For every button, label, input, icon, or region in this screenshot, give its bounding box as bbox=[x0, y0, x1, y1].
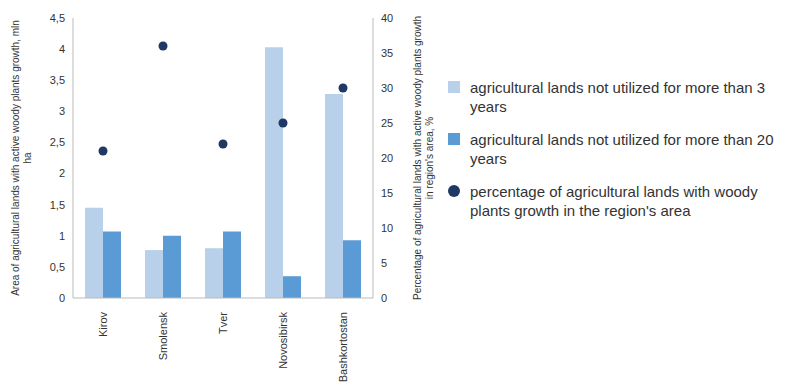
svg-text:30: 30 bbox=[381, 82, 393, 94]
html-text:Area of agricultural lands wit: Area of agricultural lands with active w… bbox=[10, 20, 33, 296]
svg-text:2,5: 2,5 bbox=[50, 136, 65, 148]
svg-text:10: 10 bbox=[381, 222, 393, 234]
svg-text:20: 20 bbox=[381, 152, 393, 164]
svg-text:3: 3 bbox=[59, 105, 65, 117]
svg-text:40: 40 bbox=[381, 12, 393, 24]
svg-text:0: 0 bbox=[381, 292, 387, 304]
svg-text:5: 5 bbox=[381, 257, 387, 269]
html-text:agricultural lands not utilize: agricultural lands not utilized for more… bbox=[470, 79, 766, 115]
svg-text:Bashkortostan: Bashkortostan bbox=[337, 312, 349, 382]
svg-text:Kirov: Kirov bbox=[97, 312, 109, 338]
svg-text:0: 0 bbox=[59, 292, 65, 304]
svg-text:2: 2 bbox=[59, 167, 65, 179]
svg-text:3,5: 3,5 bbox=[50, 74, 65, 86]
svg-text:4,5: 4,5 bbox=[50, 12, 65, 24]
html-text:Percentage of agricultural lan: Percentage of agricultural lands with ac… bbox=[412, 16, 435, 300]
svg-text:35: 35 bbox=[381, 47, 393, 59]
svg-text:Smolensk: Smolensk bbox=[157, 312, 169, 361]
svg-text:1: 1 bbox=[59, 230, 65, 242]
html-text:percentage of agricultural lan: percentage of agricultural lands with wo… bbox=[470, 183, 758, 219]
svg-text:Tver: Tver bbox=[217, 312, 229, 334]
svg-text:25: 25 bbox=[381, 117, 393, 129]
svg-text:4: 4 bbox=[59, 43, 65, 55]
svg-text:1,5: 1,5 bbox=[50, 199, 65, 211]
html-text:agricultural lands not utilize: agricultural lands not utilized for more… bbox=[470, 131, 774, 167]
svg-text:Novosibirsk: Novosibirsk bbox=[277, 312, 289, 369]
svg-text:0,5: 0,5 bbox=[50, 261, 65, 273]
svg-text:15: 15 bbox=[381, 187, 393, 199]
